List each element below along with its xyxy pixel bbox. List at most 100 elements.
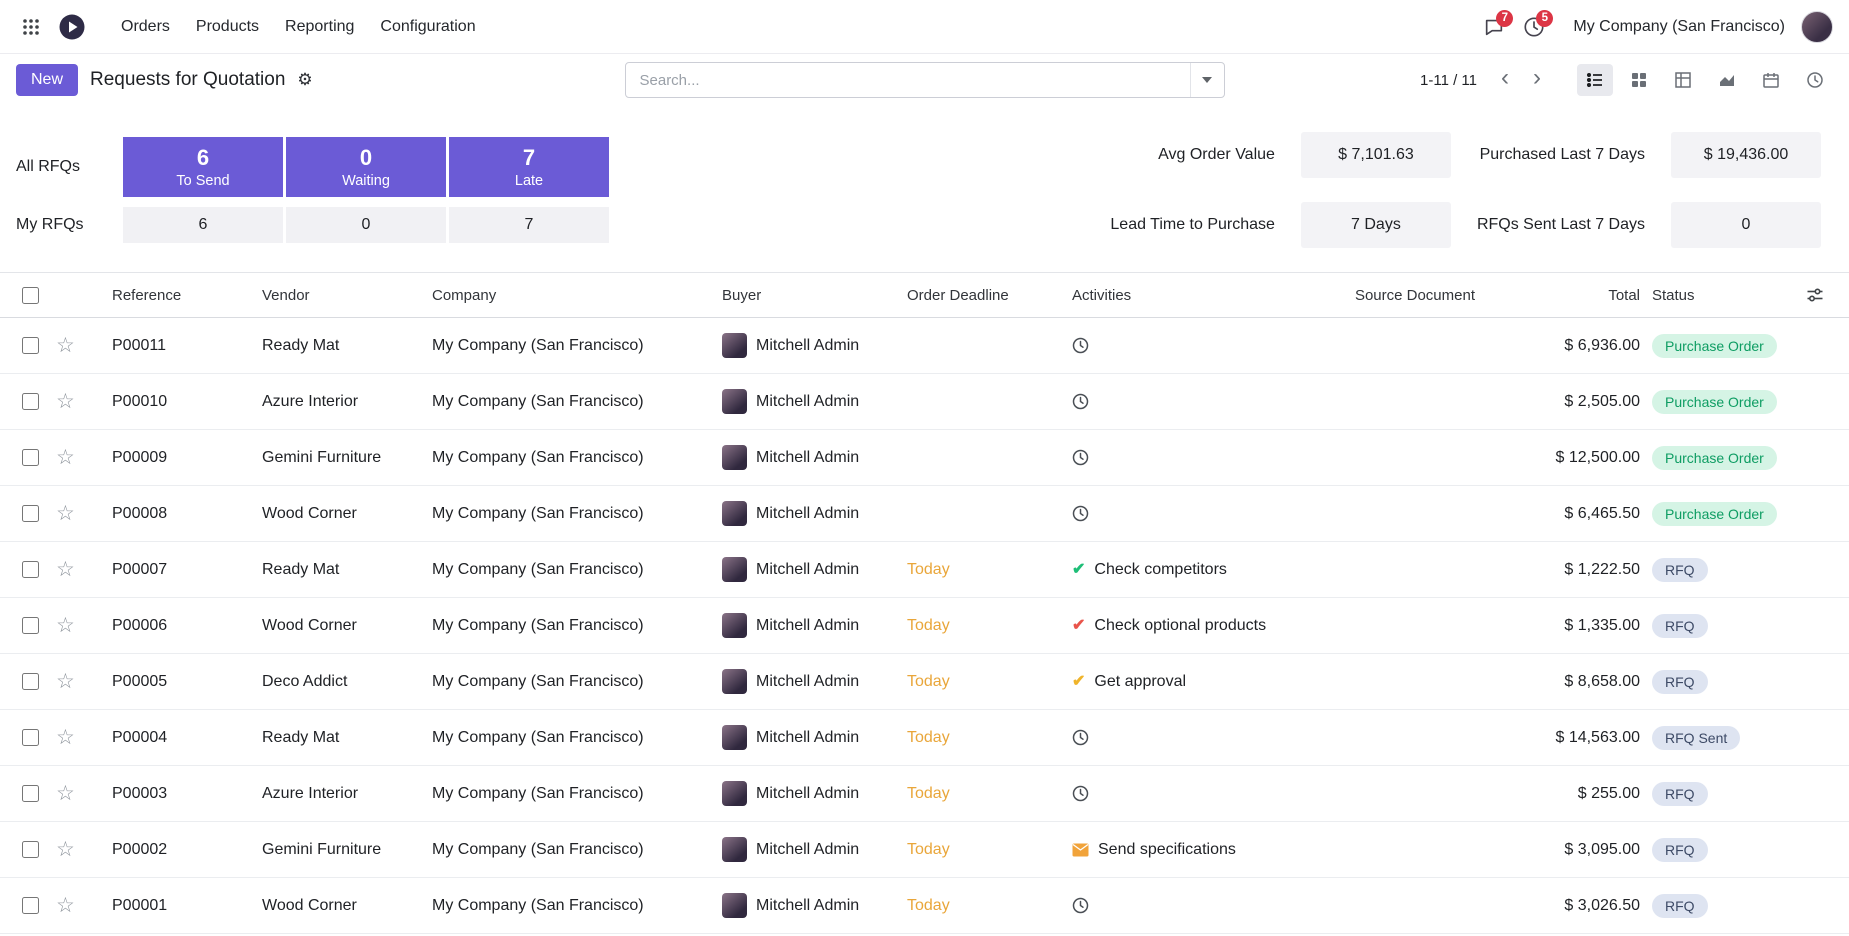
activity-view-button[interactable] [1797,64,1833,96]
rfq-kpi-group: All RFQs 6 To Send 0 Waiting 7 Late My RFQs 6 0 7 [16,137,609,243]
table-row[interactable]: ☆ P00002 Gemini Furniture My Company (Sa… [0,822,1849,878]
nav-item-products[interactable]: Products [183,10,272,44]
company-cell: My Company (San Francisco) [432,504,644,522]
col-header-activities[interactable]: Activities [1072,286,1132,304]
activity-check-icon[interactable]: ✔ [1072,560,1086,578]
table-row[interactable]: ☆ P00010 Azure Interior My Company (San … [0,374,1849,430]
col-header-total[interactable]: Total [1608,286,1640,304]
row-checkbox[interactable] [21,673,39,690]
favorite-star-icon[interactable]: ☆ [56,894,75,917]
table-row[interactable]: ☆ P00009 Gemini Furniture My Company (Sa… [0,430,1849,486]
col-header-source-document[interactable]: Source Document [1354,286,1475,304]
pager-previous-button[interactable]: ‹ [1491,66,1519,94]
favorite-star-icon[interactable]: ☆ [56,558,75,581]
activity-clock-icon[interactable] [1072,785,1089,802]
stat-value-rfqs-sent-last-7-days: 0 [1671,202,1821,248]
activity-clock-icon[interactable] [1072,897,1089,914]
graph-view-button[interactable] [1709,64,1745,96]
row-checkbox[interactable] [21,449,39,466]
order-deadline-cell: Today [907,616,950,634]
company-cell: My Company (San Francisco) [432,784,644,802]
kpi-my-rfqs[interactable]: 7 [449,207,609,243]
col-header-order-deadline[interactable]: Order Deadline [907,286,1009,304]
pager-next-button[interactable]: › [1523,66,1551,94]
row-checkbox[interactable] [21,897,39,914]
buyer-name: Mitchell Admin [756,672,860,690]
row-checkbox[interactable] [21,561,39,578]
row-checkbox[interactable] [21,393,39,410]
table-row[interactable]: ☆ P00007 Ready Mat My Company (San Franc… [0,542,1849,598]
table-row[interactable]: ☆ P00005 Deco Addict My Company (San Fra… [0,654,1849,710]
kpi-all-rfqs-to-send[interactable]: 6 To Send [123,137,283,197]
pivot-view-button[interactable] [1665,64,1701,96]
col-header-reference[interactable]: Reference [112,286,182,304]
activities-button[interactable]: 5 [1517,9,1554,44]
buyer-name: Mitchell Admin [756,504,860,522]
table-row[interactable]: ☆ P00008 Wood Corner My Company (San Fra… [0,486,1849,542]
kanban-view-button[interactable] [1621,64,1657,96]
activity-envelope-icon[interactable] [1072,843,1089,857]
table-row[interactable]: ☆ P00004 Ready Mat My Company (San Franc… [0,710,1849,766]
column-options-button[interactable] [1793,286,1837,304]
activity-clock-icon[interactable] [1072,337,1089,354]
nav-item-configuration[interactable]: Configuration [367,10,488,44]
table-row[interactable]: ☆ P00003 Azure Interior My Company (San … [0,766,1849,822]
row-checkbox[interactable] [21,505,39,522]
col-header-company[interactable]: Company [432,286,497,304]
activity-clock-icon[interactable] [1072,393,1089,410]
favorite-star-icon[interactable]: ☆ [56,334,75,357]
col-header-buyer[interactable]: Buyer [722,286,762,304]
activity-label: Check competitors [1094,560,1227,578]
search-input[interactable] [625,63,1190,97]
table-row[interactable]: ☆ P00011 Ready Mat My Company (San Franc… [0,318,1849,374]
buyer-avatar [722,445,747,470]
buyer-name: Mitchell Admin [756,560,860,578]
total-cell: $ 6,936.00 [1564,336,1640,354]
row-checkbox[interactable] [21,729,39,746]
table-row[interactable]: ☆ P00001 Wood Corner My Company (San Fra… [0,878,1849,934]
col-header-status[interactable]: Status [1652,286,1695,304]
activity-check-icon[interactable]: ✔ [1072,616,1086,634]
kpi-my-rfqs[interactable]: 6 [123,207,283,243]
kpi-all-rfqs-waiting[interactable]: 0 Waiting [286,137,446,197]
select-all-checkbox[interactable] [21,286,39,304]
table-row[interactable]: ☆ P00006 Wood Corner My Company (San Fra… [0,598,1849,654]
row-checkbox[interactable] [21,617,39,634]
actions-gear-icon[interactable]: ⚙ [297,70,313,89]
buyer-name: Mitchell Admin [756,896,860,914]
messages-button[interactable]: 7 [1477,9,1514,44]
company-cell: My Company (San Francisco) [432,896,644,914]
company-switcher[interactable]: My Company (San Francisco) [1563,12,1795,42]
reference-cell: P00003 [112,784,168,802]
favorite-star-icon[interactable]: ☆ [56,502,75,525]
kpi-all-rfqs-late[interactable]: 7 Late [449,137,609,197]
kpi-row-label-my-rfqs: My RFQs [16,216,84,233]
row-checkbox[interactable] [21,337,39,354]
activity-clock-icon[interactable] [1072,729,1089,746]
favorite-star-icon[interactable]: ☆ [56,726,75,749]
col-header-vendor[interactable]: Vendor [262,286,310,304]
activity-clock-icon[interactable] [1072,449,1089,466]
favorite-star-icon[interactable]: ☆ [56,446,75,469]
search-options-toggle[interactable] [1189,63,1224,97]
favorite-star-icon[interactable]: ☆ [56,782,75,805]
row-checkbox[interactable] [21,841,39,858]
row-checkbox[interactable] [21,785,39,802]
favorite-star-icon[interactable]: ☆ [56,670,75,693]
status-badge: Purchase Order [1652,501,1777,526]
nav-item-reporting[interactable]: Reporting [272,10,367,44]
favorite-star-icon[interactable]: ☆ [56,614,75,637]
total-cell: $ 1,335.00 [1564,616,1640,634]
activity-check-icon[interactable]: ✔ [1072,672,1086,690]
user-avatar[interactable] [1801,10,1833,43]
activity-clock-icon[interactable] [1072,505,1089,522]
nav-item-orders[interactable]: Orders [108,10,183,44]
new-button[interactable]: New [16,64,79,96]
app-logo-icon[interactable] [52,7,92,47]
kpi-my-rfqs[interactable]: 0 [286,207,446,243]
favorite-star-icon[interactable]: ☆ [56,390,75,413]
calendar-view-button[interactable] [1753,64,1789,96]
favorite-star-icon[interactable]: ☆ [56,838,75,861]
list-view-button[interactable] [1577,64,1613,96]
apps-grid-icon[interactable] [16,12,46,42]
